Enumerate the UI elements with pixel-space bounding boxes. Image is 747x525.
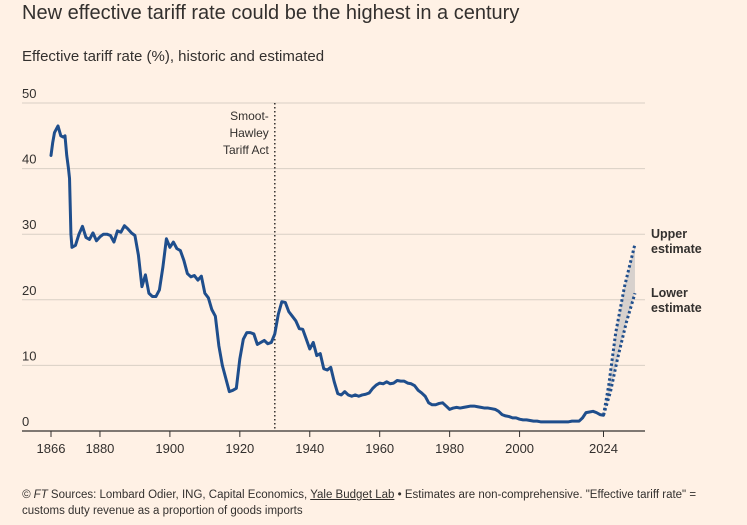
y-tick-label-20: 20 (22, 283, 36, 298)
legend-label-upper-estimate-1: estimate (651, 242, 702, 256)
series-line-upper-estimate (602, 243, 637, 416)
x-tick-label-2024: 2024 (589, 441, 618, 456)
notes-text: • Estimates are non-comprehensive. "Effe… (22, 489, 697, 517)
sources-text: Sources: Lombard Odier, ING, Capital Eco… (47, 489, 311, 501)
x-tick-label-1920: 1920 (225, 441, 254, 456)
x-tick-label-1980: 1980 (435, 441, 464, 456)
yale-budget-lab-link[interactable]: Yale Budget Lab (310, 489, 395, 501)
annotation-label-line-1: Hawley (229, 126, 268, 140)
x-tick-label-1866: 1866 (37, 441, 66, 456)
x-tick-label-1880: 1880 (85, 441, 114, 456)
x-tick-label-1900: 1900 (155, 441, 184, 456)
y-tick-label-50: 50 (22, 86, 36, 101)
annotation-label-line-2: Tariff Act (223, 143, 269, 157)
line-chart: 0 10 20 30 40 50 1866 1880 1900 1920 1940 1960 1980 2… (22, 86, 702, 456)
x-tick-label-1940: 1940 (295, 441, 324, 456)
series-line-lower-estimate (602, 292, 637, 416)
legend-label-upper-estimate-0: Upper (651, 227, 687, 241)
legend-label-lower-estimate-1: estimate (651, 301, 702, 315)
annotation-label-line-0: Smoot- (230, 109, 269, 123)
chart-title: New effective tariff rate could be the h… (22, 2, 520, 24)
x-tick-label-1960: 1960 (365, 441, 394, 456)
x-tick-label-2000: 2000 (505, 441, 534, 456)
y-tick-label-30: 30 (22, 217, 36, 232)
chart-subtitle: Effective tariff rate (%), historic and … (22, 48, 325, 65)
y-tick-label-40: 40 (22, 152, 36, 167)
y-tick-label-0: 0 (22, 414, 29, 429)
legend-label-lower-estimate-0: Lower (651, 286, 688, 300)
copyright-text: © FT (22, 489, 48, 501)
estimate-band (603, 244, 635, 416)
y-tick-label-10: 10 (22, 348, 36, 363)
series-line-historic (49, 124, 605, 424)
chart-footer: © FT Sources: Lombard Odier, ING, Capita… (22, 487, 727, 519)
